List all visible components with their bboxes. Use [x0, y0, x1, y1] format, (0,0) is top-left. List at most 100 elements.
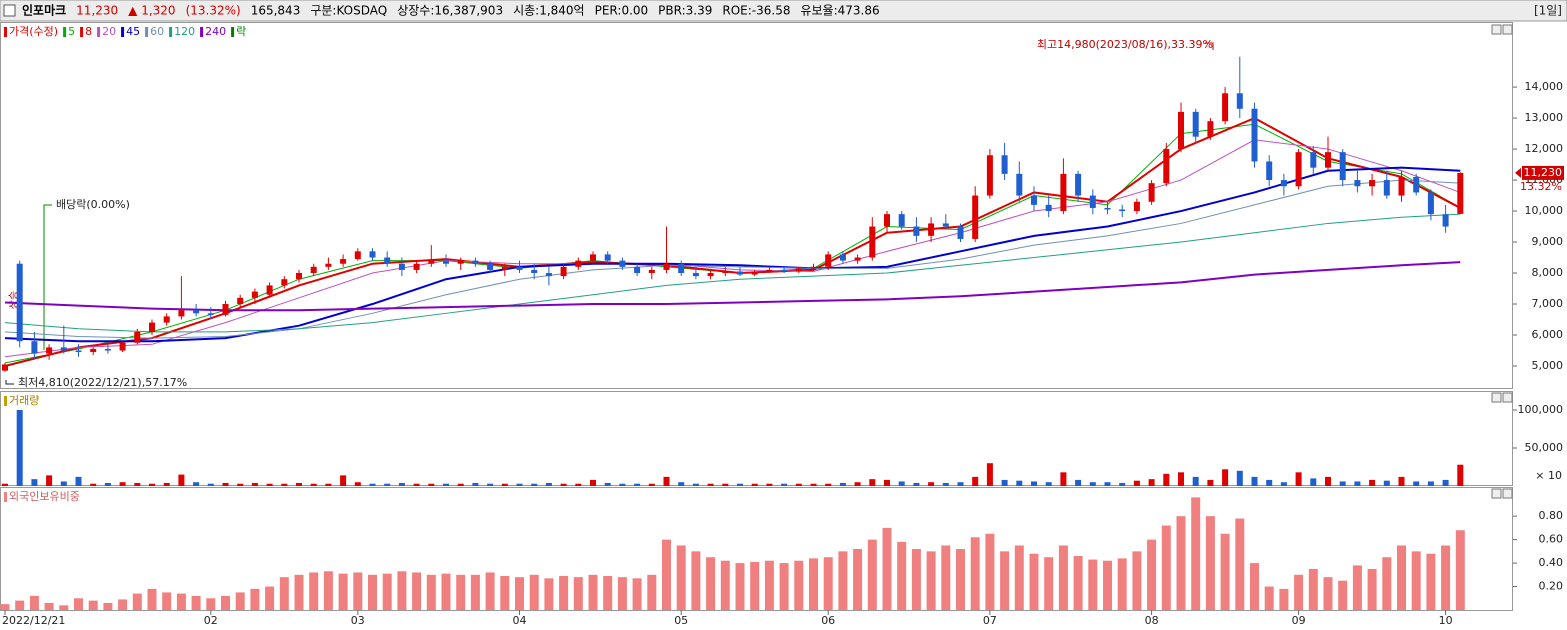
legend-swatch — [200, 27, 204, 37]
bar — [825, 483, 832, 486]
bar — [1073, 556, 1083, 610]
bar — [235, 592, 245, 610]
bar — [972, 476, 979, 486]
candle-body — [839, 254, 846, 261]
volume-unit: × 10 — [1535, 469, 1562, 482]
candle-body — [428, 260, 435, 264]
x-tick-label: 10 — [1439, 614, 1453, 627]
candle-body — [928, 223, 935, 236]
candle-body — [1280, 180, 1287, 187]
candle-body — [663, 263, 670, 270]
bar — [810, 483, 817, 486]
close-button[interactable] — [1502, 488, 1513, 499]
candle-body — [443, 260, 449, 264]
bar — [662, 539, 671, 610]
bar — [1294, 574, 1304, 610]
y-tick-label: 7,000 — [1532, 297, 1564, 310]
candle-body — [266, 285, 273, 295]
bar — [529, 574, 539, 610]
bar — [354, 482, 361, 486]
bar — [898, 481, 905, 486]
bar — [191, 595, 201, 610]
bar — [500, 575, 510, 610]
header-bar — [0, 0, 1567, 22]
candle-body — [619, 260, 626, 267]
minimize-button[interactable] — [1491, 24, 1502, 35]
y-tick-label: 100,000 — [1518, 403, 1564, 416]
candle-body — [781, 269, 788, 272]
y-tick-label: 8,000 — [1532, 266, 1564, 279]
bar — [1250, 563, 1259, 610]
bar — [575, 483, 582, 486]
high-arrow — [1205, 42, 1214, 50]
candle-body — [707, 273, 714, 277]
legend: 가격(수정) 5 8 20 45 60 120 240 락 — [4, 25, 246, 38]
bar — [692, 483, 699, 486]
bar — [472, 482, 479, 486]
last-price-box — [1522, 165, 1564, 180]
header-volume: 165,843 — [251, 4, 301, 18]
bar — [1117, 558, 1127, 610]
bar — [501, 483, 508, 486]
bar — [735, 563, 745, 610]
bar — [118, 599, 128, 610]
bar — [1398, 476, 1405, 486]
bar — [590, 479, 596, 486]
bar — [412, 572, 422, 610]
candle-body — [222, 304, 229, 315]
bar — [882, 527, 892, 610]
candle-body — [501, 266, 508, 270]
candle-body — [237, 297, 244, 305]
dividend-line — [43, 204, 52, 350]
candle-body — [134, 331, 141, 343]
close-button[interactable] — [1502, 24, 1513, 35]
bar — [1279, 588, 1289, 610]
y-tick-label: 0.60 — [1539, 533, 1564, 546]
close-button[interactable] — [1502, 392, 1513, 403]
checkbox[interactable] — [3, 4, 16, 17]
bar — [1148, 479, 1155, 486]
bar — [1325, 476, 1331, 486]
minimize-button[interactable] — [1491, 392, 1502, 403]
legend-dividend: 락 — [236, 25, 246, 38]
bar — [794, 560, 804, 610]
minimize-button[interactable] — [1491, 488, 1502, 499]
bar — [1000, 551, 1010, 610]
candle-body — [810, 266, 817, 269]
bar — [766, 483, 773, 486]
bar — [678, 482, 685, 486]
bar — [60, 481, 67, 486]
foreign-title: 외국인보유비중 — [9, 490, 80, 503]
bar — [325, 483, 332, 486]
legend-swatch — [63, 27, 67, 37]
y-tick-label: 9,000 — [1532, 235, 1564, 248]
candle-body — [1383, 180, 1390, 196]
candle-body — [46, 347, 53, 354]
bar — [193, 482, 200, 486]
bar — [957, 482, 964, 486]
legend-entry: 5 — [68, 25, 75, 38]
bar — [1323, 577, 1333, 610]
bar — [485, 572, 495, 610]
legend-entry: 8 — [85, 25, 92, 38]
last-price-pointer — [1515, 167, 1521, 178]
bar — [706, 557, 716, 610]
bar — [0, 604, 10, 610]
bar — [340, 475, 347, 486]
bar — [1235, 518, 1245, 610]
x-tick-label: 07 — [983, 614, 997, 627]
bar — [676, 545, 686, 610]
candle-body — [942, 223, 949, 227]
bar — [722, 483, 729, 486]
period-button[interactable]: [1일] — [1534, 4, 1562, 18]
bar — [560, 483, 567, 486]
candle-body — [986, 155, 993, 196]
candle-body — [457, 260, 464, 264]
bar — [90, 483, 97, 486]
bar — [1104, 482, 1111, 486]
bar — [1441, 545, 1451, 610]
candle-body — [251, 291, 258, 298]
bar — [1176, 516, 1186, 610]
candle-body — [1325, 152, 1331, 168]
bar — [691, 551, 701, 610]
